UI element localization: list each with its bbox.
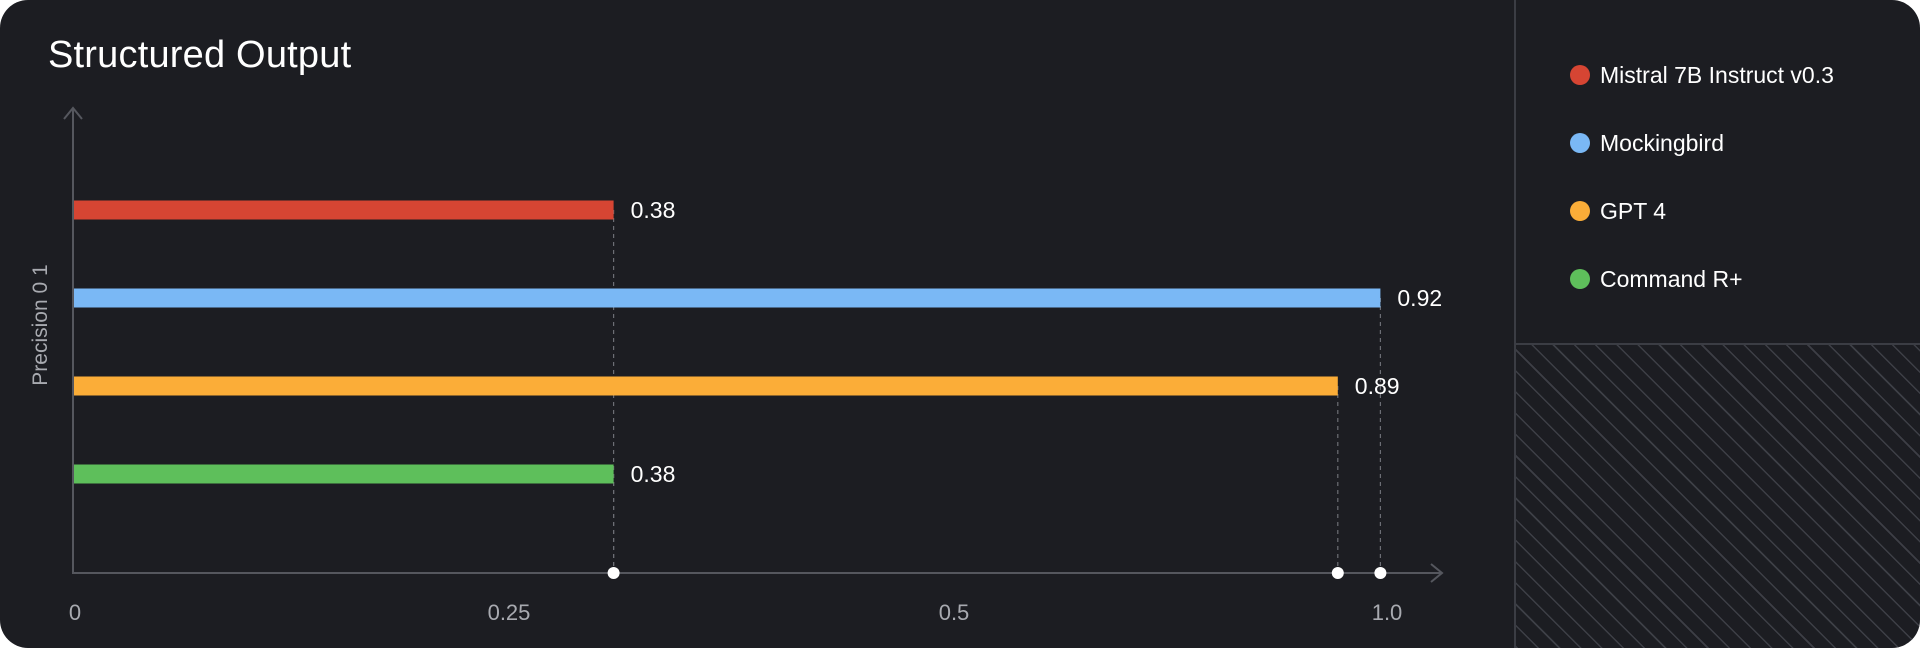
data-label: 0.92 (1397, 285, 1442, 311)
data-label: 0.38 (631, 197, 676, 223)
axis-marker (1331, 567, 1344, 579)
guide-lines (612, 210, 1382, 573)
x-tick-label: 0 (69, 600, 81, 625)
legend-label: GPT 4 (1600, 197, 1667, 224)
legend-dot-icon (1570, 133, 1590, 153)
hatched-panel (1516, 345, 1920, 648)
axes: Precision 0 1 (29, 106, 1444, 583)
legend-dot-icon (1570, 269, 1590, 289)
bar (74, 288, 1381, 308)
legend-dot-icon (1570, 65, 1590, 85)
data-label: 0.38 (631, 461, 676, 487)
legend-label: Mockingbird (1600, 129, 1724, 156)
y-axis-arrow (63, 106, 83, 120)
y-axis-label: Precision 0 1 (29, 264, 52, 385)
data-label: 0.89 (1355, 373, 1400, 399)
legend: Mistral 7B Instruct v0.3 Mockingbird GPT 4… (1570, 58, 1834, 330)
panel-divider-horizontal (1515, 343, 1920, 345)
bars (74, 200, 1381, 484)
bar (74, 376, 1338, 396)
legend-item: Mistral 7B Instruct v0.3 (1570, 58, 1834, 92)
x-tick-label: 0.25 (488, 600, 531, 625)
x-axis-arrow (1430, 563, 1444, 583)
x-tick-labels: 0 0.25 0.5 1.0 (69, 600, 1402, 625)
axis-marker (607, 567, 620, 579)
legend-item: Command R+ (1570, 262, 1834, 296)
x-axis-markers (607, 567, 1387, 579)
bar (74, 200, 614, 220)
bar (74, 464, 614, 484)
legend-item: Mockingbird (1570, 126, 1834, 160)
x-tick-label: 1.0 (1372, 600, 1403, 625)
legend-label: Mistral 7B Instruct v0.3 (1600, 61, 1834, 88)
legend-label: Command R+ (1600, 265, 1743, 292)
x-tick-label: 0.5 (939, 600, 970, 625)
chart-title: Structured Output (48, 34, 352, 76)
data-labels: 0.38 0.92 0.89 0.38 (631, 197, 1443, 487)
legend-item: GPT 4 (1570, 194, 1834, 228)
legend-dot-icon (1570, 201, 1590, 221)
panel-divider-vertical (1514, 0, 1516, 648)
axis-marker (1374, 567, 1387, 579)
bar-chart: Precision 0 1 0.38 0.92 0.89 0.38 0 0.25 0.5 1… (29, 106, 1444, 625)
